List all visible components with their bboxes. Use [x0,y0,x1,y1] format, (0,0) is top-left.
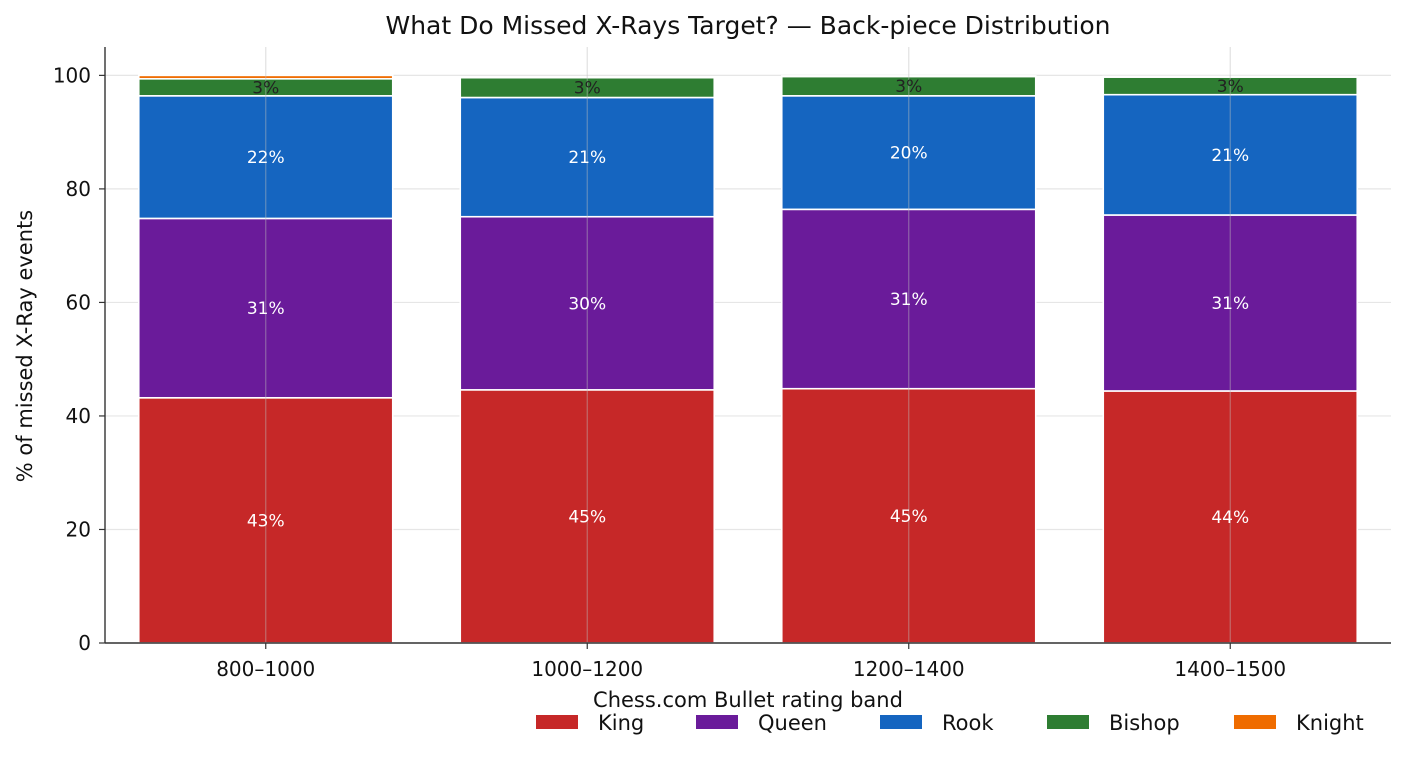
data-label-king: 44% [1211,508,1249,528]
legend-item-knight: Knight [1234,711,1364,735]
data-label-king: 45% [568,507,606,527]
data-label-queen: 30% [568,294,606,314]
data-label-queen: 31% [1211,294,1249,314]
legend: King Queen Rook Bishop Knight [536,711,1364,735]
y-tick-label: 20 [66,517,91,541]
x-axis-label: Chess.com Bullet rating band [593,688,903,712]
y-tick-label: 80 [66,177,91,201]
bar-segment-queen [137,217,394,399]
chart-title: What Do Missed X-Rays Target? — Back-pie… [385,11,1110,40]
bar-segment-knight [1102,75,1359,78]
axes-layer [104,47,1391,644]
legend-item-king: King [536,711,644,735]
data-label-king: 43% [247,511,285,531]
legend-swatch [536,715,578,729]
bar-segment-rook [137,95,394,220]
y-tick-label: 60 [66,290,91,314]
legend-swatch [1047,715,1089,729]
data-label-bishop: 3% [252,78,279,98]
data-label-rook: 20% [890,144,928,164]
legend-label: King [598,711,644,735]
legend-swatch [1234,715,1276,729]
bar-segment-king [780,387,1037,644]
y-tick-label: 40 [66,404,91,428]
data-label-rook: 22% [247,148,285,168]
x-tick-label: 1000–1200 [531,657,643,681]
x-tick-label: 800–1000 [216,657,315,681]
bar-segment-queen [780,208,1037,390]
bar-segment-king [1102,390,1359,644]
bar-segment-queen [459,215,716,391]
data-label-bishop: 3% [1217,77,1244,97]
x-tick-label: 1400–1500 [1174,657,1286,681]
bars-layer [137,74,1359,644]
data-labels-layer: 43% 31% 22% 3% 45% 30% 21% 3% 45% 31% 20% 3% 44% 31% 2… [247,77,1249,532]
data-label-queen: 31% [247,299,285,319]
legend-label: Bishop [1109,711,1180,735]
legend-item-queen: Queen [696,711,827,735]
data-label-rook: 21% [1211,146,1249,166]
data-label-queen: 31% [890,290,928,310]
bar-segment-rook [459,96,716,218]
legend-item-bishop: Bishop [1047,711,1180,735]
bar-segment-king [459,389,716,644]
data-label-king: 45% [890,507,928,527]
legend-swatch [696,715,738,729]
bar-segment-queen [1102,214,1359,392]
x-tick-label: 1200–1400 [853,657,965,681]
y-tick-label: 0 [78,631,91,655]
y-axis-label: % of missed X-Ray events [13,210,37,482]
bar-segment-rook [780,95,1037,211]
legend-label: Queen [758,711,827,735]
vertical-grid-layer [265,47,1231,643]
data-label-rook: 21% [568,148,606,168]
ticks-layer: 0 20 40 60 80 100 800–1000 1000–1200 1200–1400 14… [53,63,1286,681]
bar-segment-knight [137,74,394,80]
data-label-bishop: 3% [574,79,601,99]
legend-label: Knight [1296,711,1364,735]
bar-segment-rook [1102,93,1359,216]
legend-label: Rook [942,711,994,735]
legend-item-rook: Rook [880,711,994,735]
bar-segment-knight [459,76,716,79]
bar-segment-knight [780,75,1037,78]
y-tick-label: 100 [53,63,91,87]
legend-swatch [880,715,922,729]
data-label-bishop: 3% [895,77,922,97]
